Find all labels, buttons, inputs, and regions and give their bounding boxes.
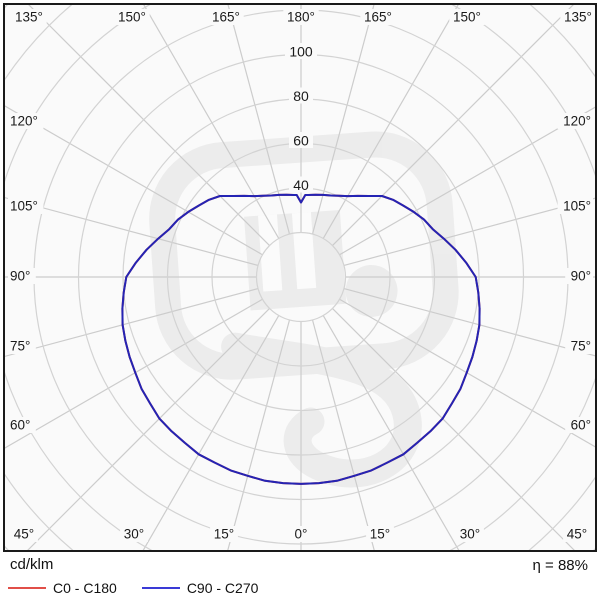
angle-label: 15° (214, 527, 234, 542)
radial-tick-label: 40 (293, 177, 309, 193)
angle-labels: 135° 150° 165° 180° 165° 150° 135° 45° 30° 15° 0° 1… (8, 9, 596, 542)
angle-label: 75° (10, 339, 30, 354)
angle-label: 105° (10, 199, 38, 214)
angle-label: 75° (571, 339, 591, 354)
angle-label: 60° (571, 418, 591, 433)
angle-label: 0° (295, 527, 308, 542)
angle-label: 150° (118, 10, 146, 25)
legend-label: C0 - C180 (53, 580, 117, 596)
radial-tick-label: 80 (293, 88, 309, 104)
angle-label: 45° (567, 527, 587, 542)
angle-label: 165° (212, 10, 240, 25)
legend-swatch-red (8, 587, 46, 589)
unit-label: cd/klm (10, 556, 54, 573)
radial-tick-label: 60 (293, 133, 309, 149)
radial-ticks: 40 60 80 100 (285, 43, 317, 193)
grid-ring (255, 231, 347, 323)
legend-item-c0-c180: C0 - C180 (8, 580, 117, 596)
angle-label: 180° (287, 10, 315, 25)
chart-footer: cd/klm η = 88% C0 - C180 C90 - C270 (0, 552, 600, 600)
angle-label: 30° (460, 527, 480, 542)
legend-swatch-blue (141, 587, 180, 589)
efficiency-label: η = 88% (532, 557, 588, 574)
curve-c90-c270 (121, 193, 481, 485)
angle-label: 45° (14, 527, 34, 542)
angle-label: 135° (564, 10, 592, 25)
angle-label: 15° (370, 527, 390, 542)
angle-label: 135° (15, 10, 43, 25)
angle-label: 120° (10, 114, 38, 129)
angle-label: 120° (563, 114, 591, 129)
angle-label: 60° (10, 418, 30, 433)
angle-label: 150° (453, 10, 481, 25)
curves (121, 193, 481, 485)
chart-frame (3, 3, 597, 552)
legend-item-c90-c270: C90 - C270 (141, 580, 259, 596)
angle-label: 30° (124, 527, 144, 542)
angle-label: 105° (563, 199, 591, 214)
legend-label: C90 - C270 (186, 580, 259, 596)
radial-tick-label: 100 (289, 44, 313, 60)
angle-label: 165° (364, 10, 392, 25)
legend: C0 - C180 C90 - C270 (8, 580, 258, 596)
angle-label: 90° (571, 269, 591, 284)
angle-label: 90° (10, 269, 30, 284)
